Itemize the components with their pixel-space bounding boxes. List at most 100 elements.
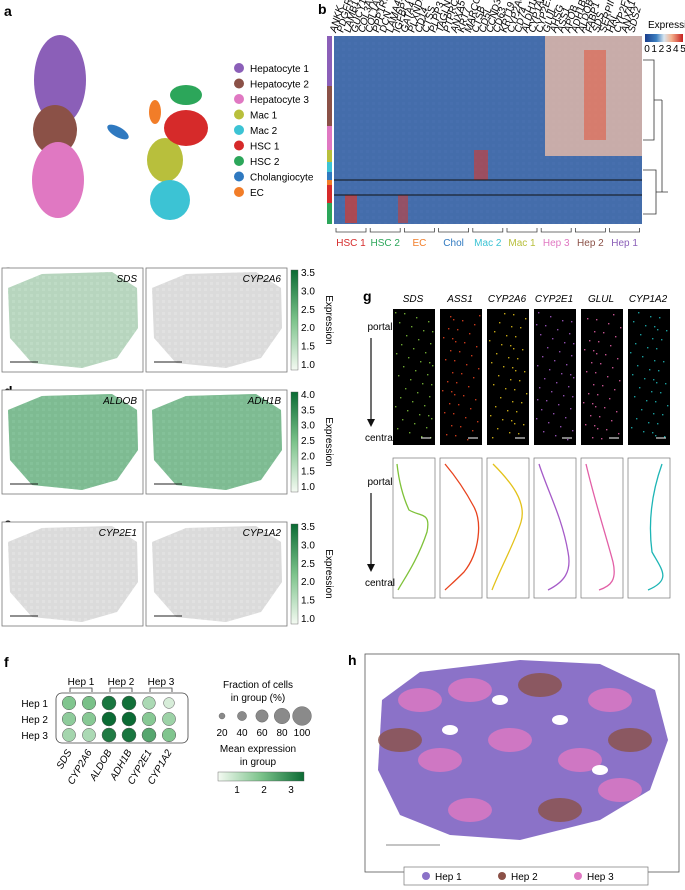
zonation-signal bbox=[424, 405, 426, 407]
spatial-colorbar-title: Expression bbox=[323, 549, 334, 598]
zonation-signal bbox=[397, 428, 399, 430]
heatmap-row-segment bbox=[327, 36, 332, 86]
zonation-signal bbox=[447, 381, 449, 383]
heatmap-row-segment bbox=[327, 203, 332, 224]
zonation-signal bbox=[398, 375, 400, 377]
zonation-signal bbox=[633, 321, 635, 323]
dotplot-dot bbox=[163, 697, 175, 709]
zonation-signal bbox=[427, 374, 429, 376]
zonation-signal bbox=[558, 404, 560, 406]
zonation-signal bbox=[651, 391, 653, 393]
zonation-signal bbox=[595, 372, 597, 374]
zonation-signal bbox=[637, 365, 639, 367]
zonation-signal bbox=[403, 366, 405, 368]
heatmap-cluster-label: Hep 2 bbox=[577, 238, 604, 249]
zonation-signal bbox=[598, 341, 600, 343]
zonation-signal bbox=[414, 423, 416, 425]
heatmap-cluster-label: Hep 3 bbox=[543, 238, 570, 249]
zonation-signal bbox=[645, 325, 647, 327]
zonation-signal bbox=[510, 345, 512, 347]
zonation-signal bbox=[571, 321, 573, 323]
dotplot-bracket-label: Hep 3 bbox=[148, 677, 175, 688]
color-legend-title: Mean expression bbox=[220, 744, 296, 755]
zonation-signal bbox=[664, 436, 666, 438]
zonation-signal bbox=[596, 319, 598, 321]
zonation-signal bbox=[454, 360, 456, 362]
tissue-texture bbox=[8, 272, 138, 368]
zonation-signal bbox=[536, 418, 538, 420]
zonation-signal bbox=[642, 356, 644, 358]
cell-type-patch bbox=[378, 728, 422, 752]
zonation-signal bbox=[508, 357, 510, 359]
zonation-signal bbox=[631, 427, 633, 429]
zonation-signal bbox=[536, 324, 538, 326]
dotplot-dot bbox=[141, 727, 157, 743]
zonation-signal bbox=[635, 343, 637, 345]
size-legend-title: in group (%) bbox=[231, 693, 285, 704]
zonation-signal bbox=[517, 358, 519, 360]
zonation-signal bbox=[646, 400, 648, 402]
zonation-signal bbox=[425, 352, 427, 354]
zonation-gene-label: SDS bbox=[403, 294, 424, 305]
size-legend-dot bbox=[255, 709, 269, 723]
heatmap-cluster-label: Chol bbox=[443, 238, 464, 249]
dotplot-dot bbox=[62, 728, 76, 742]
cell-type-patch bbox=[608, 728, 652, 752]
size-legend-value: 20 bbox=[216, 728, 228, 739]
panel-label-h: h bbox=[348, 652, 357, 668]
cell-type-map bbox=[364, 653, 680, 873]
legend-swatch bbox=[234, 63, 244, 73]
color-legend-title: in group bbox=[240, 757, 277, 768]
zonation-signal bbox=[479, 315, 481, 317]
zonation-signal bbox=[563, 395, 565, 397]
dotplot-dot bbox=[121, 711, 137, 727]
zonation-signal bbox=[453, 319, 455, 321]
dotplot-bracket-label: Hep 2 bbox=[108, 677, 135, 688]
zonation-signal bbox=[583, 402, 585, 404]
zonation-signal bbox=[653, 379, 655, 381]
zonation-signal bbox=[431, 384, 433, 386]
heatmap-colorbar-tick: 3 bbox=[666, 44, 672, 55]
zonation-signal bbox=[595, 406, 597, 408]
zonation-signal bbox=[537, 365, 539, 367]
zonation-signal bbox=[450, 316, 452, 318]
heatmap-cluster-bracket bbox=[506, 228, 538, 233]
zonation-signal bbox=[396, 353, 398, 355]
panel-label-f: f bbox=[4, 654, 9, 670]
dotplot-dot bbox=[61, 695, 77, 711]
spatial-colorbar-tick: 1.0 bbox=[301, 614, 315, 625]
spatial-colorbar-tick: 2.0 bbox=[301, 577, 315, 588]
dotplot-dot bbox=[82, 728, 96, 742]
zonation-signal bbox=[616, 411, 618, 413]
heatmap-cluster-label: Mac 2 bbox=[474, 238, 502, 249]
zonation-signal bbox=[455, 435, 457, 437]
zonation-signal bbox=[462, 320, 464, 322]
zonation-signal bbox=[466, 364, 468, 366]
cell-type-patch bbox=[558, 748, 602, 772]
zonation-signal bbox=[614, 389, 616, 391]
heatmap-row-cluster-bar bbox=[327, 36, 332, 224]
legend-swatch bbox=[234, 125, 244, 135]
vessel-hole bbox=[442, 725, 458, 735]
zonation-signal bbox=[515, 336, 517, 338]
vessel-hole bbox=[552, 715, 568, 725]
zonation-signal bbox=[453, 413, 455, 415]
zonation-signal bbox=[423, 330, 425, 332]
zonation-signal bbox=[521, 402, 523, 404]
tissue-texture bbox=[8, 394, 138, 490]
zonation-signal bbox=[660, 392, 662, 394]
heatmap-cluster-bracket bbox=[438, 228, 469, 233]
zonation-profile-line bbox=[647, 463, 664, 591]
zonation-signal bbox=[638, 312, 640, 314]
zonation-signal bbox=[526, 393, 528, 395]
dotplot-row-label: Hep 1 bbox=[21, 699, 48, 710]
heatmap-row-segment bbox=[327, 185, 332, 203]
heatmap-colorbar-tick: 5 bbox=[680, 44, 685, 55]
zonation-signal bbox=[418, 339, 420, 341]
zonation-signal bbox=[561, 373, 563, 375]
zonation-image bbox=[581, 309, 623, 445]
cell-type-patch bbox=[518, 673, 562, 697]
cell-type-patch bbox=[598, 778, 642, 802]
zonation-signal bbox=[634, 396, 636, 398]
